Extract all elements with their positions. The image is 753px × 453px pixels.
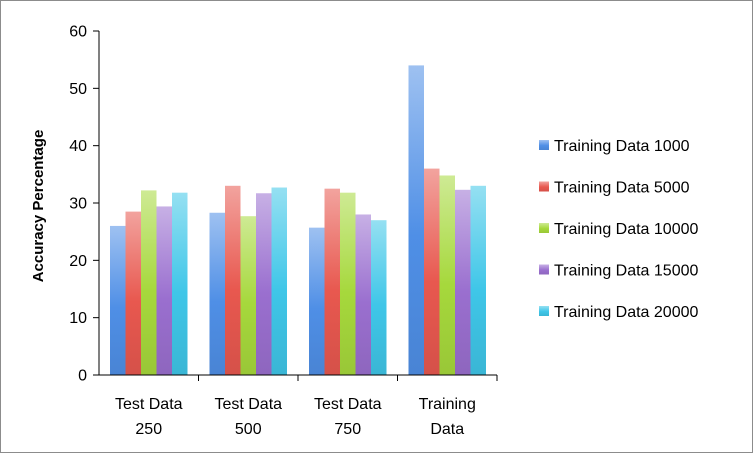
x-category-label: Test Data 250 [115,396,183,438]
bar-2-series-3 [240,216,256,375]
y-tick-label: 30 [69,196,87,213]
bar-2-series-2 [225,185,241,375]
legend-swatch-5 [539,306,549,316]
bar-3-series-2 [324,188,340,375]
legend-label-3: Training Data 10000 [554,221,698,238]
bar-2-series-4 [256,193,272,375]
y-axis-title: Accuracy Percentage [30,130,47,283]
y-tick-label: 60 [69,24,87,41]
x-category-label: Test Data 500 [214,396,282,438]
y-tick-label: 40 [69,138,87,155]
bar-4-series-1 [408,65,424,376]
bar-4-series-2 [424,168,440,375]
legend-label-2: Training Data 5000 [554,180,690,197]
y-ticks-group: 0 10 20 30 40 50 60 [69,24,99,385]
bar-3-series-4 [355,214,371,375]
bar-4-series-5 [470,185,486,375]
bar-1-series-2 [125,211,141,375]
bar-4-series-4 [455,189,471,375]
y-tick-label: 10 [69,310,87,327]
legend-label-5: Training Data 20000 [554,304,698,321]
legend-swatch-2 [539,181,549,192]
legend: Training Data 1000 Training Data 5000 Trai… [539,138,698,321]
x-category-label: Training Data [419,396,476,438]
legend-label-4: Training Data 15000 [554,263,698,280]
bar-1-series-4 [156,206,172,375]
legend-label-1: Training Data 1000 [554,138,690,155]
legend-swatch-4 [539,264,549,275]
legend-swatch-1 [539,140,549,150]
bar-1-series-3 [141,190,157,375]
bar-2-series-5 [271,187,287,375]
y-tick-label: 0 [78,368,87,385]
y-tick-label: 20 [69,253,87,270]
legend-swatch-3 [539,223,549,233]
y-tick-label: 50 [69,81,87,98]
bar-4-series-3 [439,175,455,375]
bar-3-series-3 [340,192,356,375]
x-labels-group: Test Data 250 Test Data 500 Test Data 750 Trai… [115,375,498,438]
bar-3-series-1 [309,227,325,375]
bar-3-series-5 [371,220,387,375]
bar-1-series-1 [110,225,126,375]
bar-2-series-1 [209,212,225,375]
x-category-label: Test Data 750 [314,396,382,438]
bar-1-series-5 [172,192,188,375]
bars-group [110,65,486,376]
